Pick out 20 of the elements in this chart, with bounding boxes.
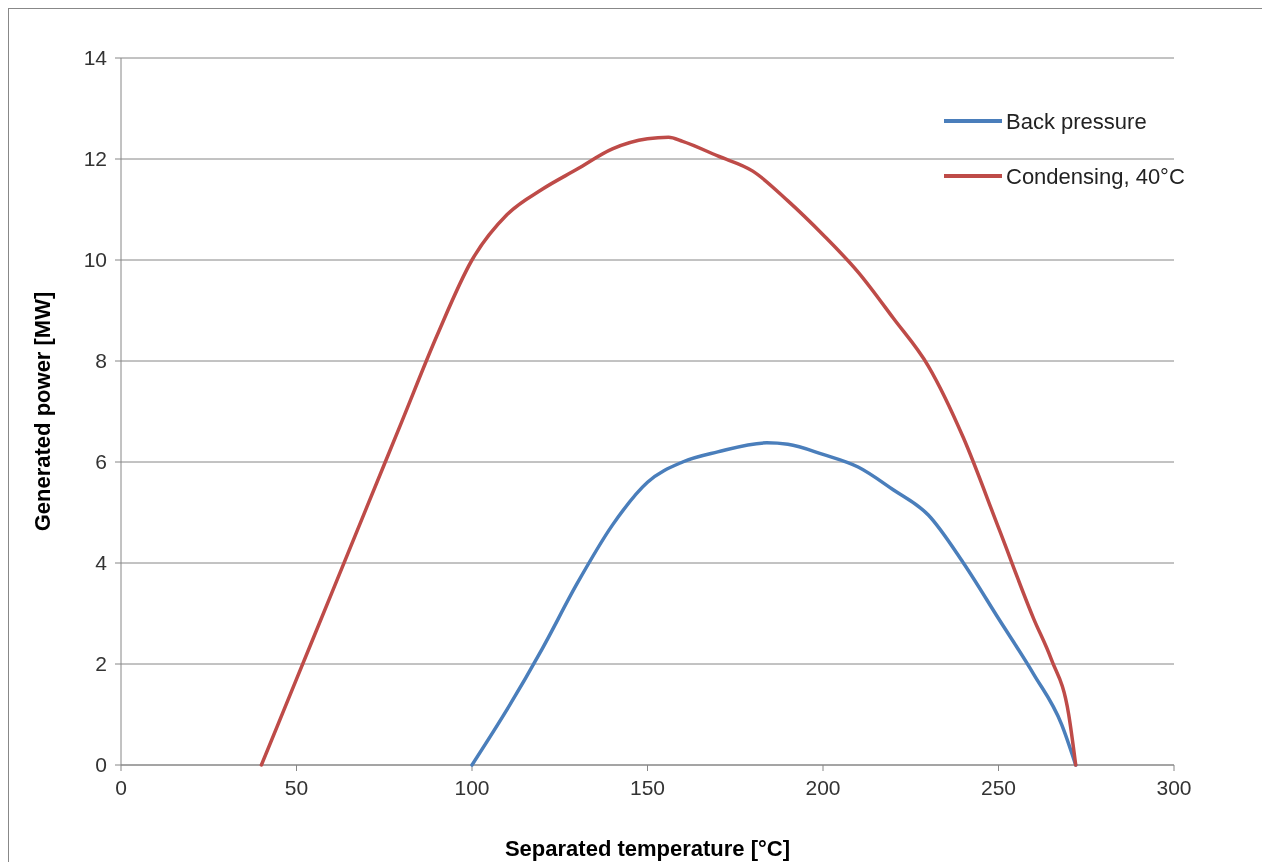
x-tick-label: 100 (454, 776, 490, 799)
y-tick-label: 14 (83, 46, 108, 69)
x-tick-label: 250 (980, 776, 1017, 799)
y-tick-label: 6 (95, 450, 107, 473)
x-tick-label: 50 (284, 776, 309, 799)
legend-label: Condensing, 40°C (1006, 164, 1185, 189)
y-tick-label: 2 (95, 652, 107, 675)
x-axis-title: Separated temperature [°C] (504, 836, 791, 861)
y-tick-label: 12 (83, 147, 107, 170)
y-tick-label: 10 (83, 248, 107, 271)
x-tick-label: 300 (1156, 776, 1192, 799)
line-series (470, 441, 1078, 767)
x-tick-label: 200 (805, 776, 841, 799)
x-tick-label: 150 (629, 776, 666, 799)
y-axis-title: Generated power [MW] (30, 291, 55, 532)
y-tick-label: 4 (95, 551, 108, 574)
x-tick-label: 0 (115, 776, 127, 799)
y-tick-label: 8 (95, 349, 107, 372)
y-tick-label: 0 (95, 753, 107, 776)
legend-label: Back pressure (1006, 109, 1147, 134)
